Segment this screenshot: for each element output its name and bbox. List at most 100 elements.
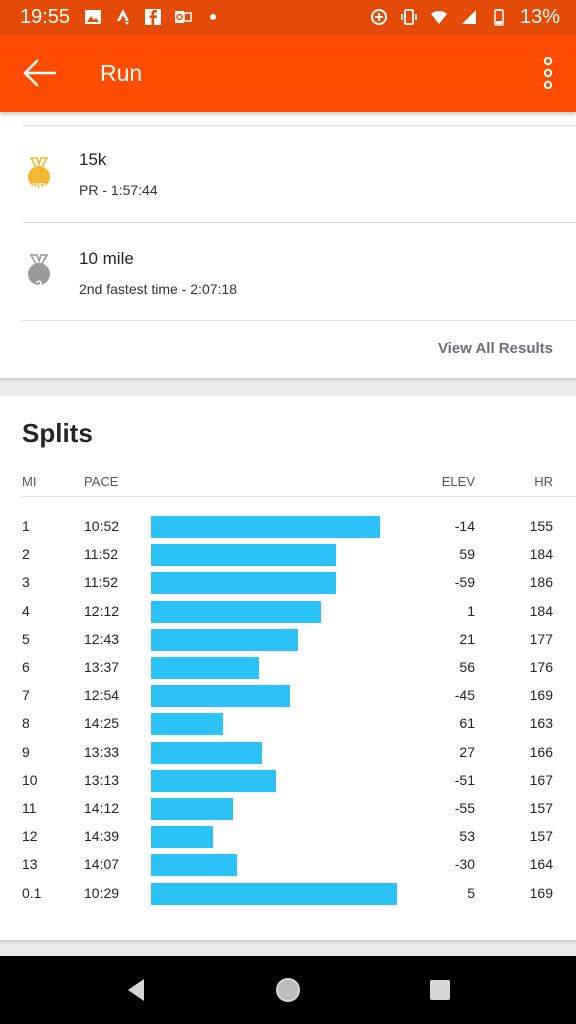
- split-mi: 5: [22, 630, 30, 647]
- split-row: 4 12:12 1 184: [0, 599, 576, 627]
- splits-title: Splits: [22, 418, 93, 448]
- second-place-medal-icon: [28, 254, 50, 285]
- split-pace: 13:13: [84, 771, 120, 788]
- pace-bar: [151, 516, 380, 538]
- status-time: 19:55: [20, 5, 71, 28]
- split-hr: 184: [529, 546, 553, 563]
- split-row: 7 12:54 -45 169: [0, 683, 576, 711]
- split-row: 10 13:13 -51 167: [0, 768, 576, 796]
- page-title: Run: [100, 59, 143, 86]
- result-row-15k[interactable]: PR 15k PR - 1:57:44: [0, 126, 576, 222]
- split-hr: 157: [529, 800, 553, 816]
- signal-icon: [461, 10, 476, 24]
- split-row: 3 11:52 -59 186: [0, 570, 576, 598]
- back-triangle-icon: [128, 979, 144, 1001]
- split-hr: 176: [529, 659, 553, 675]
- split-pace: 10:52: [84, 518, 120, 534]
- col-header-mi: MI: [22, 474, 37, 489]
- divider: [22, 125, 576, 126]
- strava-icon: [117, 9, 130, 25]
- split-elev: 5: [467, 884, 475, 901]
- split-elev: 61: [459, 715, 475, 732]
- nav-home-button[interactable]: [258, 960, 318, 1020]
- outlook-icon: [175, 11, 192, 23]
- overflow-menu-button[interactable]: [520, 34, 576, 112]
- split-hr: 167: [529, 771, 553, 788]
- recents-square-icon: [430, 980, 450, 1000]
- split-elev: -14: [454, 518, 475, 534]
- col-header-pace: PACE: [84, 474, 119, 489]
- split-mi: 0.1: [22, 884, 42, 901]
- battery-icon: [494, 9, 504, 26]
- home-circle-icon: [276, 978, 300, 1002]
- arrow-left-icon: [23, 59, 57, 87]
- nav-recents-button[interactable]: [410, 960, 470, 1020]
- battery-percent: 13%: [519, 5, 560, 28]
- split-mi: 4: [22, 602, 30, 619]
- result-row-10-mile[interactable]: 2 10 mile 2nd fastest time - 2:07:18: [0, 223, 576, 319]
- split-mi: 10: [22, 771, 38, 788]
- split-row: 5 12:43 21 177: [0, 627, 576, 655]
- result-title: 15k: [79, 150, 107, 169]
- split-mi: 3: [22, 574, 30, 591]
- split-pace: 14:25: [84, 715, 120, 732]
- col-header-hr: HR: [534, 474, 553, 489]
- split-elev: -55: [454, 800, 475, 816]
- status-bar: 19:55 13%: [0, 0, 576, 34]
- split-mi: 11: [22, 800, 37, 816]
- more-vertical-icon: [543, 57, 553, 89]
- split-row: 12 14:39 53 157: [0, 824, 576, 852]
- vibrate-icon: [401, 9, 417, 25]
- status-right-icons: 13%: [370, 6, 560, 29]
- pace-bar: [151, 685, 290, 708]
- app-bar: Run: [0, 34, 576, 112]
- split-pace: 13:37: [84, 659, 120, 675]
- view-all-results-link[interactable]: View All Results: [437, 340, 553, 357]
- second-medal-label: 2: [35, 278, 43, 292]
- split-elev: 56: [459, 659, 475, 675]
- status-left-icons: [84, 8, 222, 26]
- back-button[interactable]: [0, 34, 80, 112]
- split-hr: 163: [529, 715, 553, 732]
- split-hr: 184: [529, 602, 553, 619]
- split-row: 0.1 10:29 5 169: [0, 881, 576, 909]
- split-mi: 12: [22, 828, 38, 845]
- split-mi: 6: [22, 659, 30, 675]
- pace-bar: [151, 741, 262, 764]
- split-hr: 177: [529, 630, 553, 647]
- split-pace: 14:12: [84, 800, 120, 816]
- split-pace: 10:29: [84, 884, 120, 901]
- divider: [22, 320, 576, 321]
- pr-medal-icon: [28, 157, 50, 188]
- image-icon: [85, 10, 102, 24]
- split-elev: -30: [454, 856, 475, 873]
- header-divider: [22, 496, 576, 497]
- divider: [22, 222, 576, 223]
- split-hr: 157: [529, 828, 553, 845]
- split-pace: 14:39: [84, 828, 120, 845]
- nav-back-button[interactable]: [106, 960, 166, 1020]
- pace-bar: [151, 882, 397, 905]
- split-mi: 2: [22, 546, 30, 563]
- split-pace: 12:54: [84, 687, 120, 704]
- split-hr: 169: [529, 884, 553, 901]
- col-header-elev: ELEV: [441, 474, 475, 489]
- split-pace: 11:52: [84, 574, 118, 591]
- split-hr: 166: [529, 743, 553, 760]
- pace-bar: [151, 628, 298, 651]
- dot-icon: [210, 14, 217, 20]
- system-nav-bar: [0, 956, 576, 1024]
- split-pace: 13:33: [84, 743, 120, 760]
- split-hr: 169: [529, 687, 553, 704]
- splits-card: Splits MI PACE ELEV HR 1 10:52 -14 155 2 11:5…: [0, 396, 576, 940]
- split-elev: 27: [459, 743, 475, 760]
- split-elev: -45: [454, 687, 475, 704]
- split-pace: 12:43: [84, 630, 120, 647]
- pace-bar: [151, 657, 259, 679]
- pace-bar: [151, 826, 213, 849]
- facebook-icon: [145, 9, 162, 25]
- results-card: PR 15k PR - 1:57:44 2 10 mile 2nd fastes…: [0, 112, 576, 378]
- split-mi: 1: [22, 518, 30, 534]
- pace-bar: [151, 798, 233, 820]
- pace-bar: [151, 713, 223, 736]
